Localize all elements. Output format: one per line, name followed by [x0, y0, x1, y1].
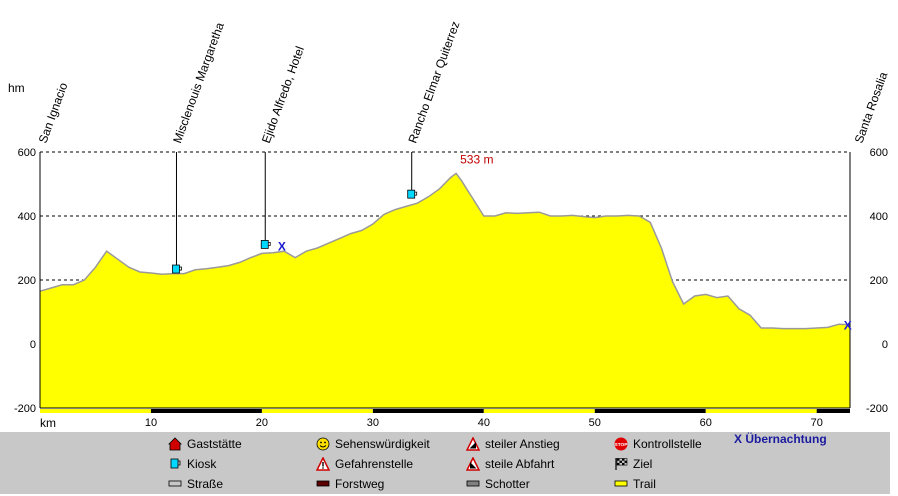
surface-segment — [483, 409, 595, 413]
surface-segment — [150, 409, 262, 413]
y-tick-label-left: 200 — [18, 275, 36, 287]
legend-item-label: Gefahrenstelle — [335, 457, 414, 471]
surface-segment — [261, 409, 373, 413]
steep-descent-icon — [466, 457, 480, 471]
trail-swatch — [614, 480, 628, 487]
elevation-area — [40, 173, 850, 408]
kiosk-cup — [260, 239, 269, 249]
station-label: Santa Rosalia — [852, 70, 891, 145]
finish-flag-icon — [615, 458, 628, 470]
overnight-legend-label: X Übernachtung — [734, 432, 827, 446]
y-tick-label-right: -200 — [866, 403, 888, 415]
x-tick-label: 60 — [700, 417, 712, 429]
x-tick-label: 50 — [589, 417, 601, 429]
x-unit-label: km — [40, 416, 56, 430]
kiosk-handle — [179, 266, 182, 271]
kiosk-cup — [172, 264, 180, 274]
kiosk-icon — [407, 189, 418, 199]
legend-item-label: steiler Anstieg — [485, 437, 560, 451]
surface-segment — [40, 409, 151, 413]
station-label: Misclenouis Margaretha — [170, 20, 227, 145]
kiosk-cup — [407, 189, 416, 199]
legend-item-label: Sehenswürdigkeit — [335, 437, 430, 451]
kiosk-icon — [260, 239, 271, 249]
kiosk-handle — [414, 191, 418, 196]
y-tick-label-right: 0 — [882, 339, 888, 351]
legend-item-label: Kiosk — [187, 457, 217, 471]
y-tick-label-left: 600 — [18, 147, 36, 159]
legend-item-label: Schotter — [485, 477, 530, 491]
y-tick-label-right: 400 — [870, 211, 888, 223]
kiosk-icon — [172, 264, 182, 274]
kiosk-icon — [170, 458, 181, 469]
surface-segment — [594, 409, 706, 413]
road-swatch — [168, 480, 182, 487]
x-tick-label: 70 — [811, 417, 823, 429]
legend-item-label: Gaststätte — [187, 437, 242, 451]
y-tick-label-left: 400 — [18, 211, 36, 223]
legend-panel: Gaststätte Sehenswürdigkeit steiler Anstie… — [0, 432, 890, 494]
steep-ascent-icon — [466, 437, 480, 451]
y-tick-label-left: 0 — [30, 339, 36, 351]
legend-item-label: Ziel — [633, 457, 653, 471]
legend-item-label: Straße — [187, 477, 224, 491]
max-elevation-label: 533 m — [460, 152, 493, 166]
station-label: San Ignacio — [36, 80, 71, 145]
danger-icon — [316, 457, 330, 471]
surface-segment — [372, 409, 484, 413]
overnight-mark: X — [844, 318, 852, 332]
elevation-chart: 600 600 400 400 200 200 0 0 -200 -200 10 20 30 40 50 60… — [8, 19, 891, 430]
gravel-swatch — [466, 480, 480, 487]
legend-item-label: Kontrollstelle — [633, 437, 702, 451]
area-layer — [39, 172, 851, 408]
overnight-mark: X — [278, 239, 286, 253]
y-unit-label: hm — [8, 81, 25, 95]
forest-road-swatch — [316, 480, 330, 487]
y-tick-label-right: 200 — [870, 275, 888, 287]
smiley-icon — [316, 437, 330, 451]
surface-segment — [705, 409, 817, 413]
stop-icon: STOP — [614, 437, 628, 451]
surface-segment — [816, 409, 850, 413]
axis-layer: 600 600 400 400 200 200 0 0 -200 -200 10 20 30 40 50 60… — [14, 147, 888, 429]
legend-item-label: Forstweg — [335, 477, 385, 491]
x-tick-label: 20 — [256, 417, 268, 429]
station-label: Rancho Elmar Quiterrez — [405, 19, 462, 145]
x-tick-label: 30 — [367, 417, 379, 429]
elevation-line — [39, 172, 851, 330]
y-tick-label-right: 600 — [870, 147, 888, 159]
legend-item-label: steile Abfahrt — [485, 457, 555, 471]
station-label: Ejido Alfredo, Hotel — [259, 44, 307, 145]
kiosk-handle — [268, 241, 271, 246]
y-tick-label-left: -200 — [14, 403, 36, 415]
x-tick-label: 40 — [478, 417, 490, 429]
legend-item-label: Trail — [633, 477, 656, 491]
x-tick-label: 10 — [145, 417, 157, 429]
restaurant-icon — [168, 437, 182, 451]
svg-text:STOP: STOP — [615, 442, 628, 448]
